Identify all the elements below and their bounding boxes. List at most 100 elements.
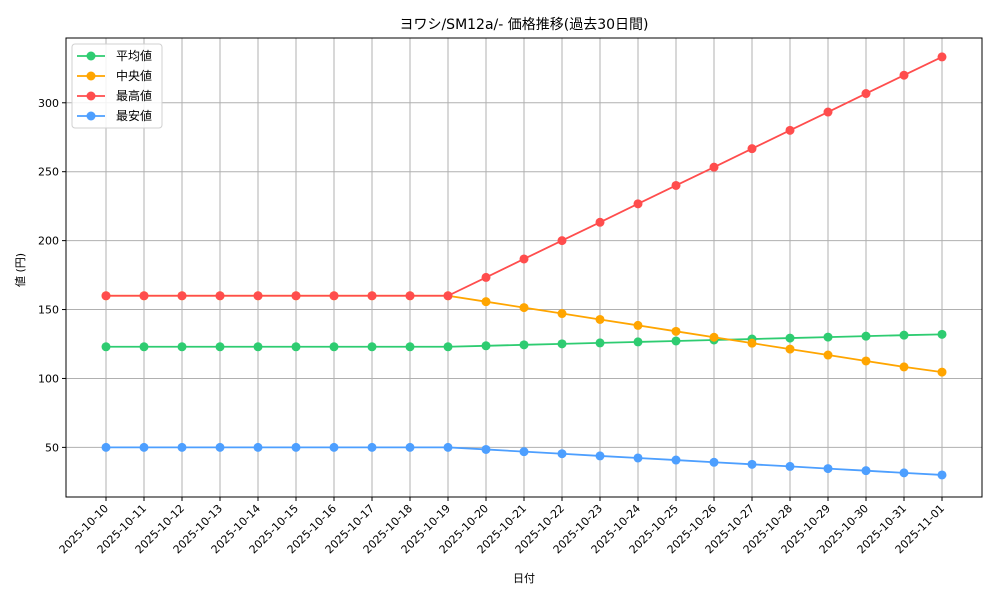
data-point bbox=[937, 367, 947, 377]
data-point bbox=[899, 362, 909, 372]
legend-marker-icon bbox=[86, 111, 96, 121]
data-point bbox=[291, 291, 301, 301]
data-point bbox=[177, 442, 187, 452]
data-point bbox=[519, 447, 529, 457]
data-point bbox=[899, 330, 909, 340]
data-point bbox=[785, 461, 795, 471]
data-point bbox=[215, 291, 225, 301]
data-point bbox=[253, 442, 263, 452]
legend-label: 中央値 bbox=[116, 68, 152, 83]
data-point bbox=[215, 442, 225, 452]
series-最安値 bbox=[101, 442, 947, 480]
legend-marker-icon bbox=[86, 91, 96, 101]
data-point bbox=[291, 442, 301, 452]
x-axis-label: 日付 bbox=[513, 572, 535, 585]
data-point bbox=[747, 459, 757, 469]
data-point bbox=[709, 332, 719, 342]
y-axis-ticks: 50 100 150 200 250 300 bbox=[38, 97, 66, 454]
data-point bbox=[595, 217, 605, 227]
data-point bbox=[823, 464, 833, 474]
data-point bbox=[367, 291, 377, 301]
series-平均値 bbox=[101, 329, 947, 352]
y-tick-label: 200 bbox=[38, 235, 59, 248]
legend-label: 最高値 bbox=[116, 88, 152, 103]
data-point bbox=[215, 342, 225, 352]
data-point bbox=[405, 442, 415, 452]
data-point bbox=[101, 291, 111, 301]
y-tick-label: 250 bbox=[38, 166, 59, 179]
data-point bbox=[405, 342, 415, 352]
data-point bbox=[519, 340, 529, 350]
data-point bbox=[405, 291, 415, 301]
data-point bbox=[671, 326, 681, 336]
data-point bbox=[595, 338, 605, 348]
data-point bbox=[329, 342, 339, 352]
data-point bbox=[101, 342, 111, 352]
data-point bbox=[519, 254, 529, 264]
data-point bbox=[937, 52, 947, 62]
chart-title: ヨワシ/SM12a/- 価格推移(過去30日間) bbox=[399, 17, 648, 33]
data-point bbox=[139, 342, 149, 352]
data-point bbox=[557, 339, 567, 349]
data-point bbox=[177, 291, 187, 301]
data-point bbox=[785, 344, 795, 354]
data-point bbox=[177, 342, 187, 352]
data-point bbox=[633, 320, 643, 330]
data-point bbox=[557, 309, 567, 319]
data-point bbox=[291, 342, 301, 352]
data-point bbox=[899, 70, 909, 80]
data-point bbox=[139, 291, 149, 301]
data-point bbox=[595, 314, 605, 324]
data-point bbox=[101, 442, 111, 452]
data-point bbox=[747, 338, 757, 348]
y-tick-label: 50 bbox=[45, 441, 59, 454]
data-point bbox=[785, 125, 795, 135]
data-point bbox=[329, 291, 339, 301]
data-point bbox=[481, 297, 491, 307]
data-point bbox=[253, 342, 263, 352]
data-point bbox=[519, 303, 529, 313]
data-point bbox=[253, 291, 263, 301]
data-point bbox=[633, 199, 643, 209]
series-lines bbox=[101, 52, 947, 480]
legend-marker-icon bbox=[86, 51, 96, 61]
data-point bbox=[367, 442, 377, 452]
data-point bbox=[709, 162, 719, 172]
y-axis-label: 値 (円) bbox=[14, 253, 27, 287]
y-tick-label: 100 bbox=[38, 372, 59, 385]
data-point bbox=[557, 236, 567, 246]
y-tick-label: 300 bbox=[38, 97, 59, 110]
data-point bbox=[139, 442, 149, 452]
grid-lines bbox=[66, 38, 982, 497]
legend-label: 平均値 bbox=[116, 48, 152, 63]
data-point bbox=[443, 442, 453, 452]
data-point bbox=[861, 89, 871, 99]
data-point bbox=[367, 342, 377, 352]
data-point bbox=[823, 107, 833, 117]
data-point bbox=[861, 356, 871, 366]
data-point bbox=[937, 470, 947, 480]
y-tick-label: 150 bbox=[38, 304, 59, 317]
data-point bbox=[443, 291, 453, 301]
data-point bbox=[329, 442, 339, 452]
legend-marker-icon bbox=[86, 71, 96, 81]
plot-frame bbox=[65, 37, 983, 498]
data-point bbox=[823, 350, 833, 360]
x-axis-ticks: 2025-10-102025-10-112025-10-122025-10-13… bbox=[57, 497, 947, 556]
data-point bbox=[481, 341, 491, 351]
data-point bbox=[899, 468, 909, 478]
data-point bbox=[937, 329, 947, 339]
data-point bbox=[443, 342, 453, 352]
data-point bbox=[747, 144, 757, 154]
data-point bbox=[671, 455, 681, 465]
data-point bbox=[557, 449, 567, 459]
data-point bbox=[481, 444, 491, 454]
legend-label: 最安値 bbox=[116, 108, 152, 123]
data-point bbox=[861, 466, 871, 476]
data-point bbox=[481, 272, 491, 282]
data-point bbox=[633, 453, 643, 463]
data-point bbox=[671, 336, 681, 346]
data-point bbox=[633, 337, 643, 347]
